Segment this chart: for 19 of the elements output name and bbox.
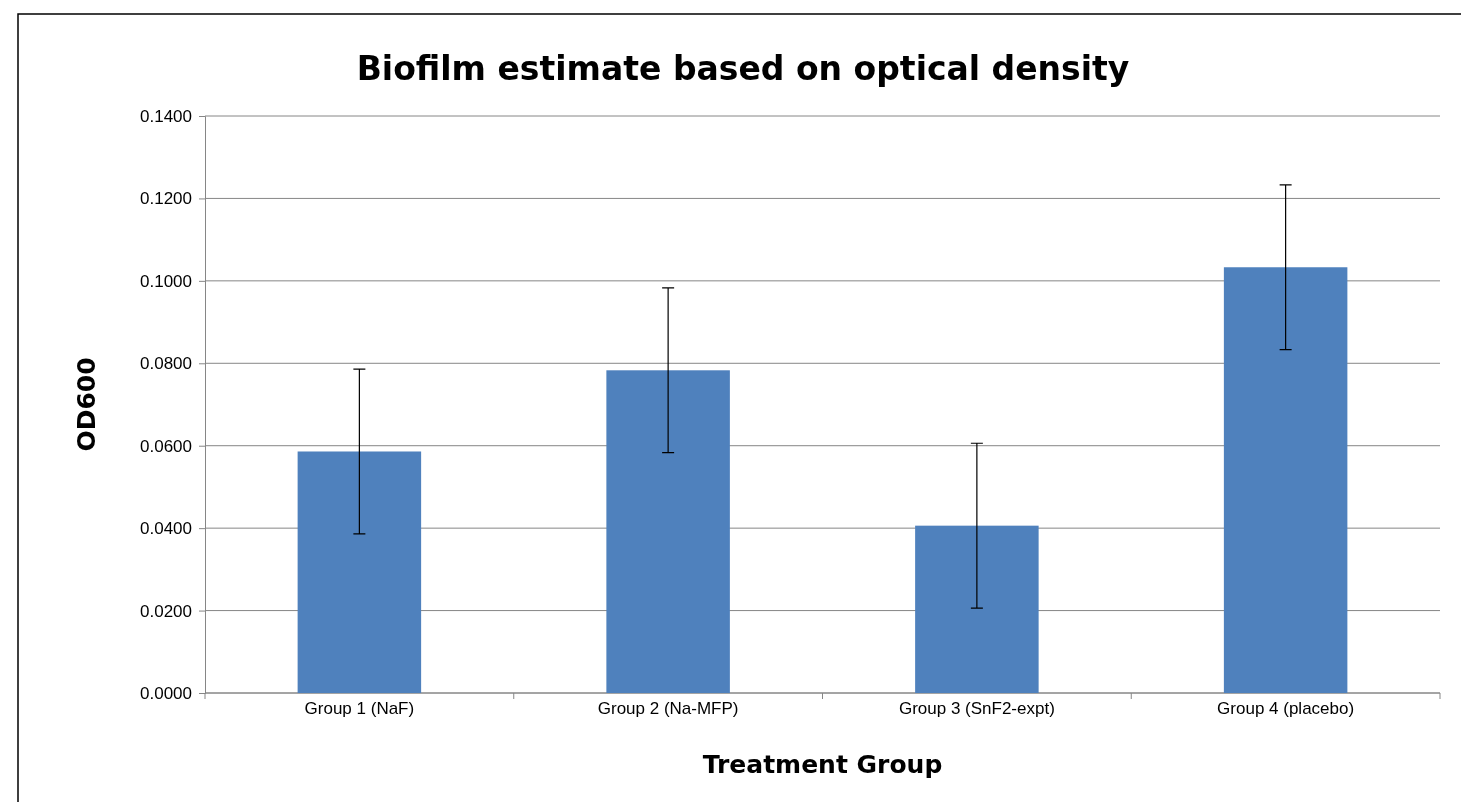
bar xyxy=(915,525,1039,693)
x-tick-label: Group 4 (placebo) xyxy=(1217,699,1355,718)
chart-title: Biofilm estimate based on optical density xyxy=(356,49,1130,88)
y-tick-label: 0.1400 xyxy=(140,106,192,126)
bar xyxy=(606,370,730,693)
y-tick-label: 0.0600 xyxy=(140,436,192,456)
bar xyxy=(297,451,422,693)
y-tick-label: 0.1200 xyxy=(140,189,192,209)
y-tick-label: 0.0200 xyxy=(140,601,192,621)
x-axis-title: Treatment Group xyxy=(702,750,943,779)
y-tick-label: 0.0400 xyxy=(140,519,192,539)
y-axis-title: OD600 xyxy=(72,357,101,452)
y-tick-label: 0.1000 xyxy=(140,271,192,291)
bar xyxy=(1223,267,1348,693)
x-tick-label: Group 1 (NaF) xyxy=(304,699,415,718)
x-tick-label: Group 3 (SnF2-expt) xyxy=(898,699,1055,718)
y-tick-label: 0.0800 xyxy=(140,354,192,374)
y-tick-label: 0.0000 xyxy=(140,683,192,703)
x-tick-label: Group 2 (Na-MFP) xyxy=(597,699,739,718)
